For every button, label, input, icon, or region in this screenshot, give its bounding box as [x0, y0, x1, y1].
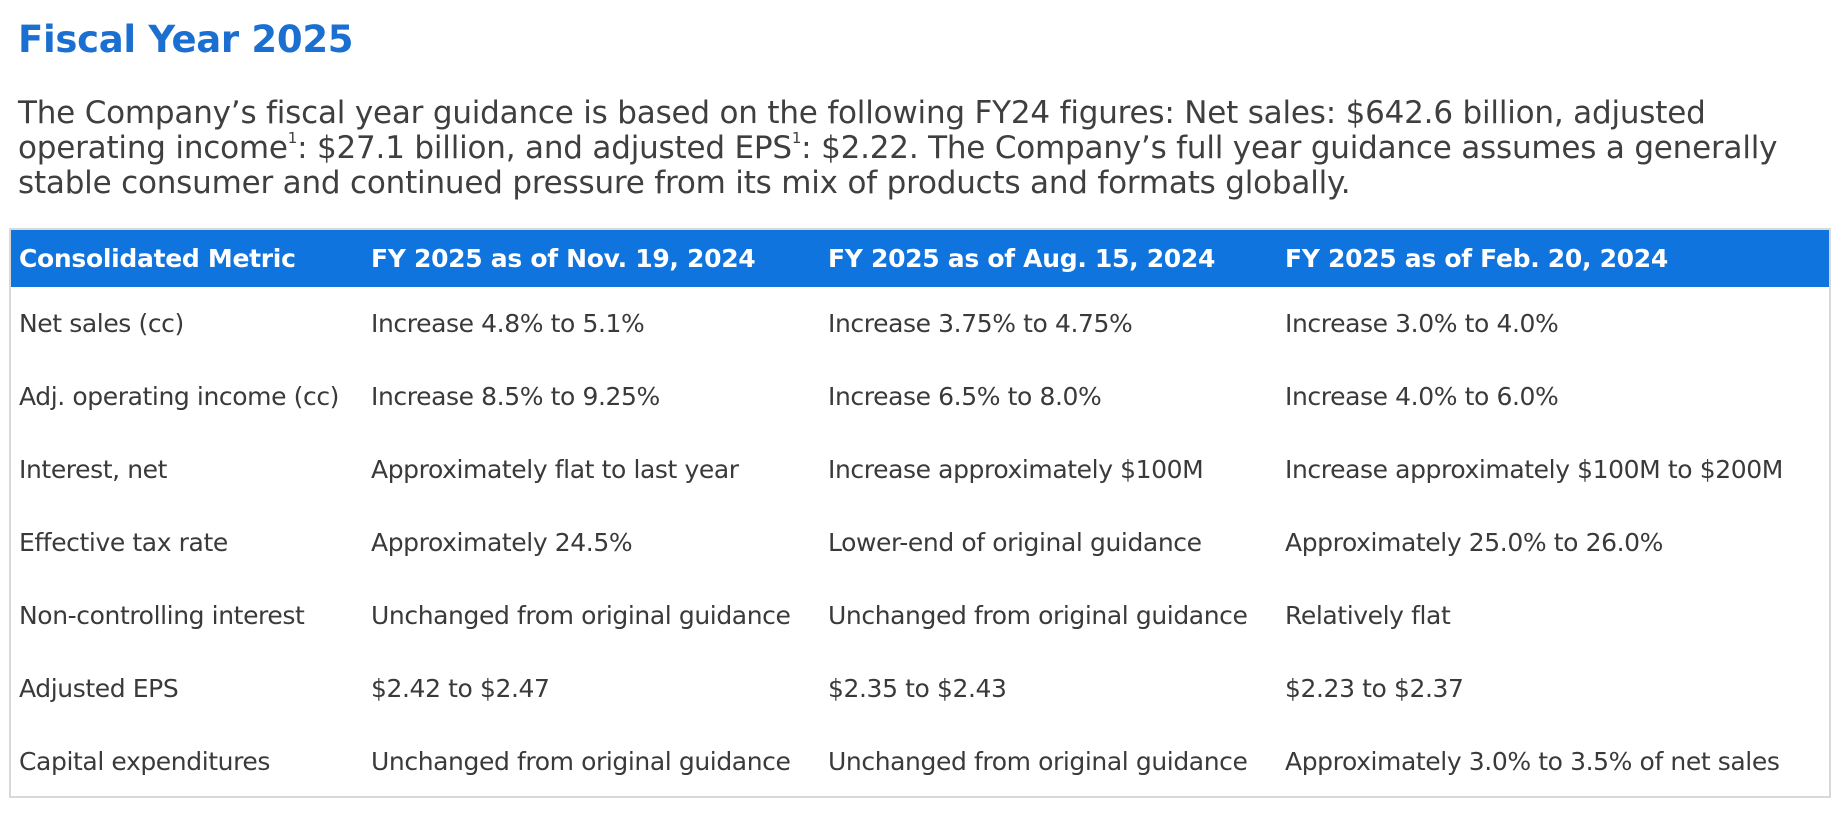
metric-name-cell: Adj. operating income (cc): [19, 382, 340, 411]
table-cell: Increase 3.0% to 4.0%: [1285, 309, 1559, 338]
table-cell: Approximately 25.0% to 26.0%: [1285, 528, 1664, 557]
table-cell: $2.23 to $2.37: [1285, 674, 1464, 703]
column-header-nov-2024: FY 2025 as of Nov. 19, 2024: [371, 244, 756, 273]
table-cell: Increase 4.8% to 5.1%: [371, 309, 645, 338]
table-header-row: Consolidated Metric FY 2025 as of Nov. 1…: [11, 230, 1829, 287]
table-cell: Increase 4.0% to 6.0%: [1285, 382, 1559, 411]
metric-name-cell: Non-controlling interest: [19, 601, 305, 630]
table-row: Adjusted EPS $2.42 to $2.47 $2.35 to $2.…: [11, 652, 1829, 725]
table-cell: Lower-end of original guidance: [828, 528, 1202, 557]
table-cell: Unchanged from original guidance: [828, 601, 1248, 630]
guidance-table-container: Consolidated Metric FY 2025 as of Nov. 1…: [9, 228, 1831, 798]
table-row: Interest, net Approximately flat to last…: [11, 433, 1829, 506]
guidance-table: Consolidated Metric FY 2025 as of Nov. 1…: [11, 230, 1829, 796]
table-cell: Unchanged from original guidance: [371, 747, 791, 776]
metric-name-cell: Net sales (cc): [19, 309, 184, 338]
table-cell: Increase 8.5% to 9.25%: [371, 382, 660, 411]
table-cell: $2.35 to $2.43: [828, 674, 1007, 703]
metric-name-cell: Adjusted EPS: [19, 674, 179, 703]
table-cell: Increase approximately $100M to $200M: [1285, 455, 1783, 484]
table-cell: Unchanged from original guidance: [828, 747, 1248, 776]
metric-name-cell: Capital expenditures: [19, 747, 271, 776]
table-cell: Approximately 3.0% to 3.5% of net sales: [1285, 747, 1780, 776]
table-cell: Approximately 24.5%: [371, 528, 633, 557]
footnote-marker: 1: [287, 128, 298, 147]
intro-text-part1: The Company’s fiscal year guidance is ba…: [18, 95, 1706, 166]
table-row: Non-controlling interest Unchanged from …: [11, 579, 1829, 652]
intro-paragraph: The Company’s fiscal year guidance is ba…: [18, 96, 1828, 201]
table-cell: Increase 3.75% to 4.75%: [828, 309, 1133, 338]
intro-text-part3: : $2.22. The Company’s full year guidanc…: [18, 130, 1778, 201]
table-row: Effective tax rate Approximately 24.5% L…: [11, 506, 1829, 579]
column-header-metric: Consolidated Metric: [19, 244, 296, 273]
table-row: Capital expenditures Unchanged from orig…: [11, 725, 1829, 796]
table-cell: Increase 6.5% to 8.0%: [828, 382, 1102, 411]
metric-name-cell: Interest, net: [19, 455, 168, 484]
table-cell: Increase approximately $100M: [828, 455, 1204, 484]
table-row: Adj. operating income (cc) Increase 8.5%…: [11, 360, 1829, 433]
metric-name-cell: Effective tax rate: [19, 528, 228, 557]
table-row: Net sales (cc) Increase 4.8% to 5.1% Inc…: [11, 287, 1829, 360]
column-header-feb-2024: FY 2025 as of Feb. 20, 2024: [1285, 244, 1668, 273]
table-cell: Unchanged from original guidance: [371, 601, 791, 630]
table-cell: Relatively flat: [1285, 601, 1451, 630]
footnote-marker: 1: [791, 128, 802, 147]
page-heading: Fiscal Year 2025: [18, 18, 354, 61]
column-header-aug-2024: FY 2025 as of Aug. 15, 2024: [828, 244, 1216, 273]
table-cell: $2.42 to $2.47: [371, 674, 550, 703]
table-cell: Approximately flat to last year: [371, 455, 739, 484]
intro-text-part2: : $27.1 billion, and adjusted EPS: [297, 130, 792, 166]
